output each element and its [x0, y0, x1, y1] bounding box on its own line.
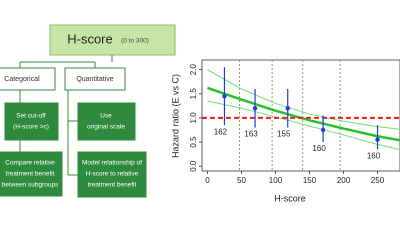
y-tick-label: 0.5 [189, 136, 198, 148]
fitted-curve [207, 86, 400, 142]
outcome-text: Model relationship of [82, 160, 142, 167]
root-subtitle: (0 to 300) [121, 38, 149, 45]
step-box [77, 102, 136, 141]
connectors [19, 55, 113, 176]
x-tick-label: 250 [371, 176, 385, 185]
y-tick-label: 1.0 [189, 112, 198, 124]
outcome-text: treatment benefit [88, 182, 137, 189]
outcome-text: H-score to relative [86, 171, 139, 178]
outcome-box [77, 151, 147, 198]
point-label: 160 [312, 144, 326, 153]
point [320, 127, 326, 133]
band-upper [207, 69, 400, 130]
point [375, 137, 380, 142]
y-tick-label: 2.0 [189, 64, 198, 76]
x-tick-label: 50 [237, 176, 246, 185]
branch-box [64, 67, 126, 91]
plot-frame [201, 59, 400, 172]
point-label: 160 [367, 151, 381, 160]
point [252, 106, 258, 111]
step-text: (H-score >c) [13, 124, 49, 131]
outcome-text: between subgroups [2, 182, 59, 189]
plot-area [202, 60, 400, 171]
step-box [4, 102, 59, 141]
step-text: Set cut-off [16, 113, 46, 120]
x-axis-title: H-score [274, 193, 306, 203]
root-title: H-score [67, 31, 113, 46]
branch-label: Quantitative [76, 76, 113, 83]
point-label: 155 [277, 130, 291, 139]
branch-label: Categorical [4, 76, 40, 83]
x-tick-label: 200 [337, 176, 351, 185]
y-axis-title: Hazard ratio (E vs C) [170, 74, 180, 158]
y-tick-label: 1.5 [189, 88, 198, 100]
step-text: Use [100, 113, 112, 120]
y-tick-label: 0.0 [189, 160, 198, 172]
diagram: H-score (0 to 300) Categorical Quantitat… [0, 24, 176, 198]
step-text: original scale [87, 124, 125, 131]
root-box [49, 24, 176, 56]
outcome-text: Compare relative [5, 160, 55, 167]
x-tick-label: 150 [303, 176, 317, 185]
outcome-box [0, 151, 63, 197]
point [222, 93, 227, 99]
chart: H-score Hazard ratio (E vs C) 0 50 100 150 2… [170, 59, 400, 203]
point [285, 106, 290, 111]
outcome-text: treatment benefit [6, 171, 55, 178]
point-label: 163 [244, 130, 258, 139]
branch-box [0, 67, 56, 91]
x-tick-label: 0 [205, 176, 210, 185]
x-tick-label: 100 [269, 176, 283, 185]
point-label: 162 [214, 127, 228, 136]
